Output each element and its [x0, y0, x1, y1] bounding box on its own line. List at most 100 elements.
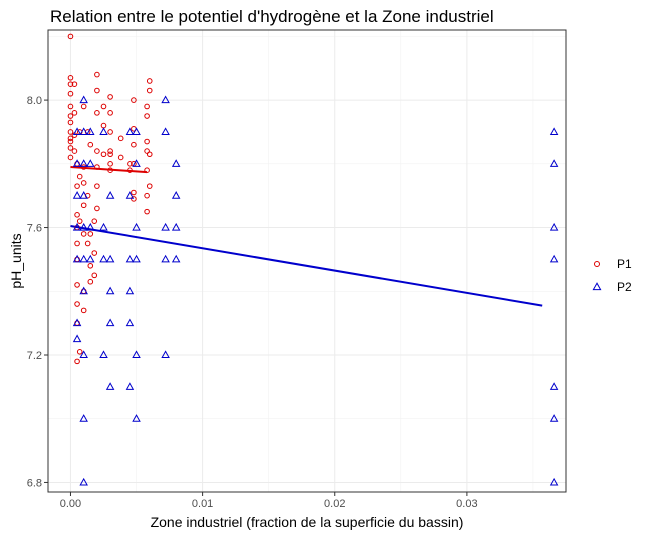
data-point-p1: [80, 164, 87, 170]
data-point-p2: [549, 477, 559, 486]
data-point-p1: [74, 282, 80, 288]
data-point-p2: [79, 159, 88, 167]
legend-key-p2: [592, 282, 602, 291]
data-point-p1: [107, 94, 113, 100]
data-point-p1: [127, 161, 133, 167]
x-axis-title: Zone industriel (fraction de la superfic…: [151, 514, 464, 530]
data-point-p1: [144, 208, 150, 215]
legend: P1 P2: [592, 257, 632, 294]
data-point-p1: [144, 138, 150, 145]
data-point-p2: [549, 382, 559, 390]
data-point-p2: [86, 159, 95, 167]
data-point-p1: [127, 167, 133, 173]
data-point-p1: [67, 129, 74, 135]
y-tick-label: 8.0: [27, 95, 42, 107]
data-point-p1: [67, 119, 74, 126]
data-point-p1: [107, 148, 113, 154]
data-point-p1: [146, 87, 153, 94]
data-point-p2: [105, 254, 115, 263]
data-point-p2: [549, 127, 559, 135]
data-point-p1: [94, 205, 100, 212]
data-point-p1: [80, 103, 87, 110]
x-tick-label: 0.02: [324, 498, 345, 510]
data-point-p1: [67, 145, 74, 151]
data-point-p1: [146, 183, 153, 189]
data-point-p2: [105, 191, 115, 199]
data-point-p1: [84, 240, 91, 247]
data-point-p1: [117, 154, 124, 161]
data-point-p1: [100, 122, 107, 129]
data-point-p2: [79, 254, 88, 263]
data-point-p2: [125, 318, 135, 327]
data-point-p1: [67, 154, 74, 161]
data-point-p1: [131, 141, 137, 148]
y-axis: 6.8 7.2 7.6 8.0: [27, 95, 48, 489]
data-point-p1: [94, 183, 100, 189]
data-point-p2: [132, 222, 141, 231]
data-point-p1: [76, 173, 83, 180]
data-point-p1: [144, 167, 150, 173]
data-point-p2: [99, 254, 108, 263]
data-point-p2: [125, 254, 135, 263]
data-point-p1: [67, 74, 74, 81]
data-point-p2: [86, 254, 95, 263]
data-point-p2: [79, 222, 88, 231]
data-point-p2: [549, 159, 559, 167]
legend-label-p1: P1: [617, 257, 632, 271]
data-point-p1: [100, 103, 107, 110]
legend-label-p2: P2: [617, 280, 632, 294]
data-point-p2: [72, 222, 82, 231]
data-point-p2: [105, 286, 115, 295]
data-point-p2: [79, 286, 88, 295]
data-point-p1: [74, 240, 80, 247]
data-point-p1: [107, 161, 113, 167]
y-axis-title: pH_units: [8, 233, 24, 288]
data-point-p1: [76, 218, 83, 224]
data-point-p1: [71, 148, 78, 154]
x-tick-label: 0.01: [192, 498, 213, 510]
data-points: [67, 33, 559, 486]
data-point-p2: [125, 191, 135, 199]
data-point-p1: [94, 110, 100, 116]
data-point-p1: [144, 113, 150, 119]
data-point-p1: [76, 349, 83, 355]
data-point-p1: [74, 212, 80, 218]
data-point-p1: [67, 33, 74, 40]
data-point-p2: [72, 191, 82, 199]
data-point-p1: [144, 192, 150, 199]
data-point-p2: [72, 159, 82, 167]
data-point-p1: [80, 307, 87, 314]
data-point-p2: [79, 95, 88, 104]
data-point-p1: [80, 180, 87, 186]
data-point-p1: [74, 183, 80, 189]
data-point-p2: [72, 334, 82, 343]
data-point-p1: [87, 141, 94, 148]
data-point-p2: [161, 95, 170, 104]
trend-line-p2: [70, 224, 543, 307]
data-point-p2: [171, 254, 181, 263]
x-axis: 0.00 0.01 0.02 0.03: [60, 492, 478, 510]
data-point-p1: [94, 148, 100, 154]
data-point-p2: [99, 222, 108, 231]
data-point-p1: [91, 272, 98, 279]
data-point-p1: [107, 129, 113, 135]
x-tick-label: 0.03: [456, 498, 477, 510]
data-point-p1: [94, 71, 100, 78]
x-tick-label: 0.00: [60, 498, 81, 510]
trend-lines: [70, 166, 543, 307]
data-point-p2: [125, 127, 135, 135]
data-point-p1: [107, 167, 113, 173]
data-point-p2: [125, 286, 135, 295]
data-point-p2: [125, 382, 135, 390]
trend-line-p1: [70, 166, 148, 174]
data-point-p2: [99, 127, 108, 135]
data-point-p2: [549, 254, 559, 263]
data-point-p2: [161, 254, 170, 263]
data-point-p1: [94, 87, 100, 94]
data-point-p2: [72, 254, 82, 263]
data-point-p1: [67, 81, 74, 87]
data-point-p1: [87, 231, 94, 237]
data-point-p2: [171, 191, 181, 199]
data-point-p1: [131, 189, 137, 196]
